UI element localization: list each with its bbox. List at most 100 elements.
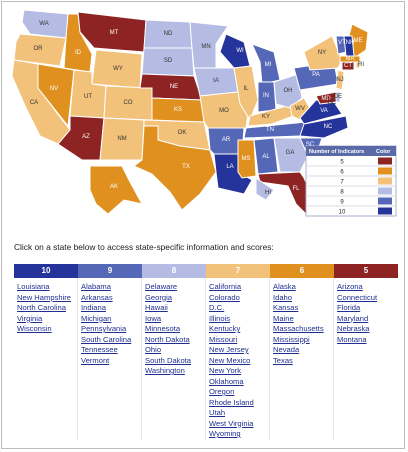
- legend-color-label: Color: [376, 149, 391, 155]
- state-link[interactable]: Idaho: [273, 292, 293, 302]
- state-va[interactable]: [299, 99, 343, 125]
- state-link[interactable]: Pennsylvania: [81, 324, 127, 333]
- state-label-nv: NV: [50, 86, 58, 92]
- state-label-pa: PA: [312, 72, 320, 78]
- state-link[interactable]: Minnesota: [145, 324, 181, 333]
- state-link[interactable]: Arizona: [337, 282, 363, 291]
- state-nh[interactable]: [343, 35, 355, 57]
- state-link[interactable]: Connecticut: [337, 292, 378, 302]
- state-label-tn: TN: [266, 127, 274, 133]
- state-link[interactable]: Washington: [145, 366, 185, 375]
- state-link[interactable]: Georgia: [145, 292, 173, 302]
- state-label-me: ME: [354, 38, 363, 44]
- state-link[interactable]: Wyoming: [209, 429, 241, 438]
- state-al[interactable]: [253, 137, 279, 175]
- state-column-7: California Colorado D.C. Illinois Kentucky Mi…: [206, 278, 270, 440]
- state-link[interactable]: Rhode Island: [209, 397, 254, 407]
- state-ms[interactable]: [237, 139, 257, 179]
- state-nm[interactable]: [99, 117, 145, 161]
- column-header-6: 6: [270, 264, 334, 278]
- state-link[interactable]: South Carolina: [81, 334, 132, 344]
- state-wi[interactable]: [219, 33, 251, 69]
- state-link[interactable]: New Mexico: [209, 355, 251, 365]
- state-link[interactable]: Maryland: [337, 313, 369, 323]
- state-label-fl: FL: [292, 186, 300, 192]
- legend-level-9: 9: [340, 200, 344, 206]
- state-link[interactable]: Ohio: [145, 345, 162, 354]
- state-link[interactable]: Massachusetts: [273, 324, 324, 333]
- state-link[interactable]: Tennessee: [81, 345, 118, 354]
- state-link[interactable]: California: [209, 282, 242, 291]
- column-header-8: 8: [142, 264, 206, 278]
- state-label-tx: TX: [182, 164, 190, 170]
- state-link[interactable]: Virginia: [17, 313, 43, 323]
- state-link[interactable]: Florida: [337, 303, 361, 312]
- state-link[interactable]: Alabama: [81, 282, 111, 291]
- state-nj[interactable]: [335, 69, 345, 91]
- state-link[interactable]: New York: [209, 366, 242, 375]
- state-link[interactable]: Vermont: [81, 355, 110, 365]
- state-link[interactable]: Missouri: [209, 334, 238, 344]
- state-table: 10 9 8 7 6 5 Louisiana New Hampshire North Carol…: [14, 264, 398, 440]
- state-label-ms: MS: [242, 156, 251, 162]
- legend-level-7: 7: [340, 180, 344, 186]
- state-tx[interactable]: [133, 125, 217, 211]
- state-link[interactable]: Nebraska: [337, 324, 370, 333]
- state-link[interactable]: Iowa: [145, 313, 162, 323]
- state-label-ut: UT: [84, 94, 92, 100]
- state-link[interactable]: New Jersey: [209, 345, 249, 354]
- legend-level-6: 6: [340, 170, 344, 176]
- state-md[interactable]: [315, 91, 337, 105]
- state-mt[interactable]: [77, 11, 147, 53]
- state-label-ia: IA: [213, 78, 219, 84]
- state-link[interactable]: Indiana: [81, 303, 106, 312]
- state-link[interactable]: Wisconsin: [17, 324, 52, 333]
- state-ct[interactable]: [341, 61, 355, 71]
- state-link[interactable]: South Dakota: [145, 355, 192, 365]
- state-label-ma: MA: [346, 56, 355, 62]
- state-link[interactable]: North Dakota: [145, 334, 190, 344]
- state-link[interactable]: Oklahoma: [209, 376, 244, 386]
- state-nv[interactable]: [37, 63, 75, 128]
- state-nc[interactable]: [299, 115, 349, 139]
- state-link[interactable]: Kentucky: [209, 324, 241, 333]
- state-link[interactable]: Alaska: [273, 282, 296, 291]
- state-link[interactable]: Montana: [337, 334, 367, 344]
- state-link[interactable]: Louisiana: [17, 282, 50, 291]
- state-link[interactable]: North Carolina: [17, 303, 66, 312]
- state-ga[interactable]: [273, 137, 309, 173]
- state-link[interactable]: Illinois: [209, 313, 231, 323]
- us-map: WA OR CA NV ID MT WY UT AZ CO NM ND SD NE KS OK TX MN IA MO…: [4, 4, 404, 236]
- state-label-wy: WY: [113, 66, 123, 72]
- state-label-ak: AK: [110, 184, 118, 190]
- state-ny[interactable]: [303, 35, 343, 71]
- state-label-nc: NC: [324, 124, 333, 130]
- state-il[interactable]: [233, 65, 259, 122]
- state-label-va: VA: [320, 108, 328, 114]
- state-link[interactable]: Delaware: [145, 282, 178, 291]
- state-link[interactable]: Michigan: [81, 313, 112, 323]
- state-link[interactable]: Utah: [209, 408, 226, 417]
- state-column-8: Delaware Georgia Hawaii Iowa Minnesota North …: [142, 278, 206, 440]
- state-column-9: Alabama Arkansas Indiana Michigan Pennsylvan…: [78, 278, 142, 440]
- state-label-nd: ND: [164, 31, 173, 37]
- state-link[interactable]: West Virginia: [209, 418, 254, 428]
- state-link[interactable]: Mississippi: [273, 334, 310, 344]
- legend-swatch-5: [378, 157, 392, 165]
- state-ak[interactable]: [89, 165, 143, 215]
- state-link[interactable]: Colorado: [209, 292, 240, 302]
- state-hi[interactable]: [255, 177, 275, 201]
- state-link[interactable]: Nevada: [273, 345, 300, 354]
- state-link[interactable]: Maine: [273, 313, 294, 323]
- state-link[interactable]: Arkansas: [81, 292, 113, 302]
- state-link[interactable]: D.C.: [209, 303, 225, 312]
- state-label-wv: WV: [295, 106, 305, 112]
- state-or[interactable]: [13, 33, 67, 67]
- state-link[interactable]: Kansas: [273, 303, 299, 312]
- state-link[interactable]: Hawaii: [145, 303, 168, 312]
- state-link[interactable]: Texas: [273, 355, 293, 365]
- state-link[interactable]: New Hampshire: [17, 292, 72, 302]
- state-ri[interactable]: [355, 61, 361, 69]
- state-label-il: IL: [243, 86, 249, 92]
- state-link[interactable]: Oregon: [209, 387, 235, 396]
